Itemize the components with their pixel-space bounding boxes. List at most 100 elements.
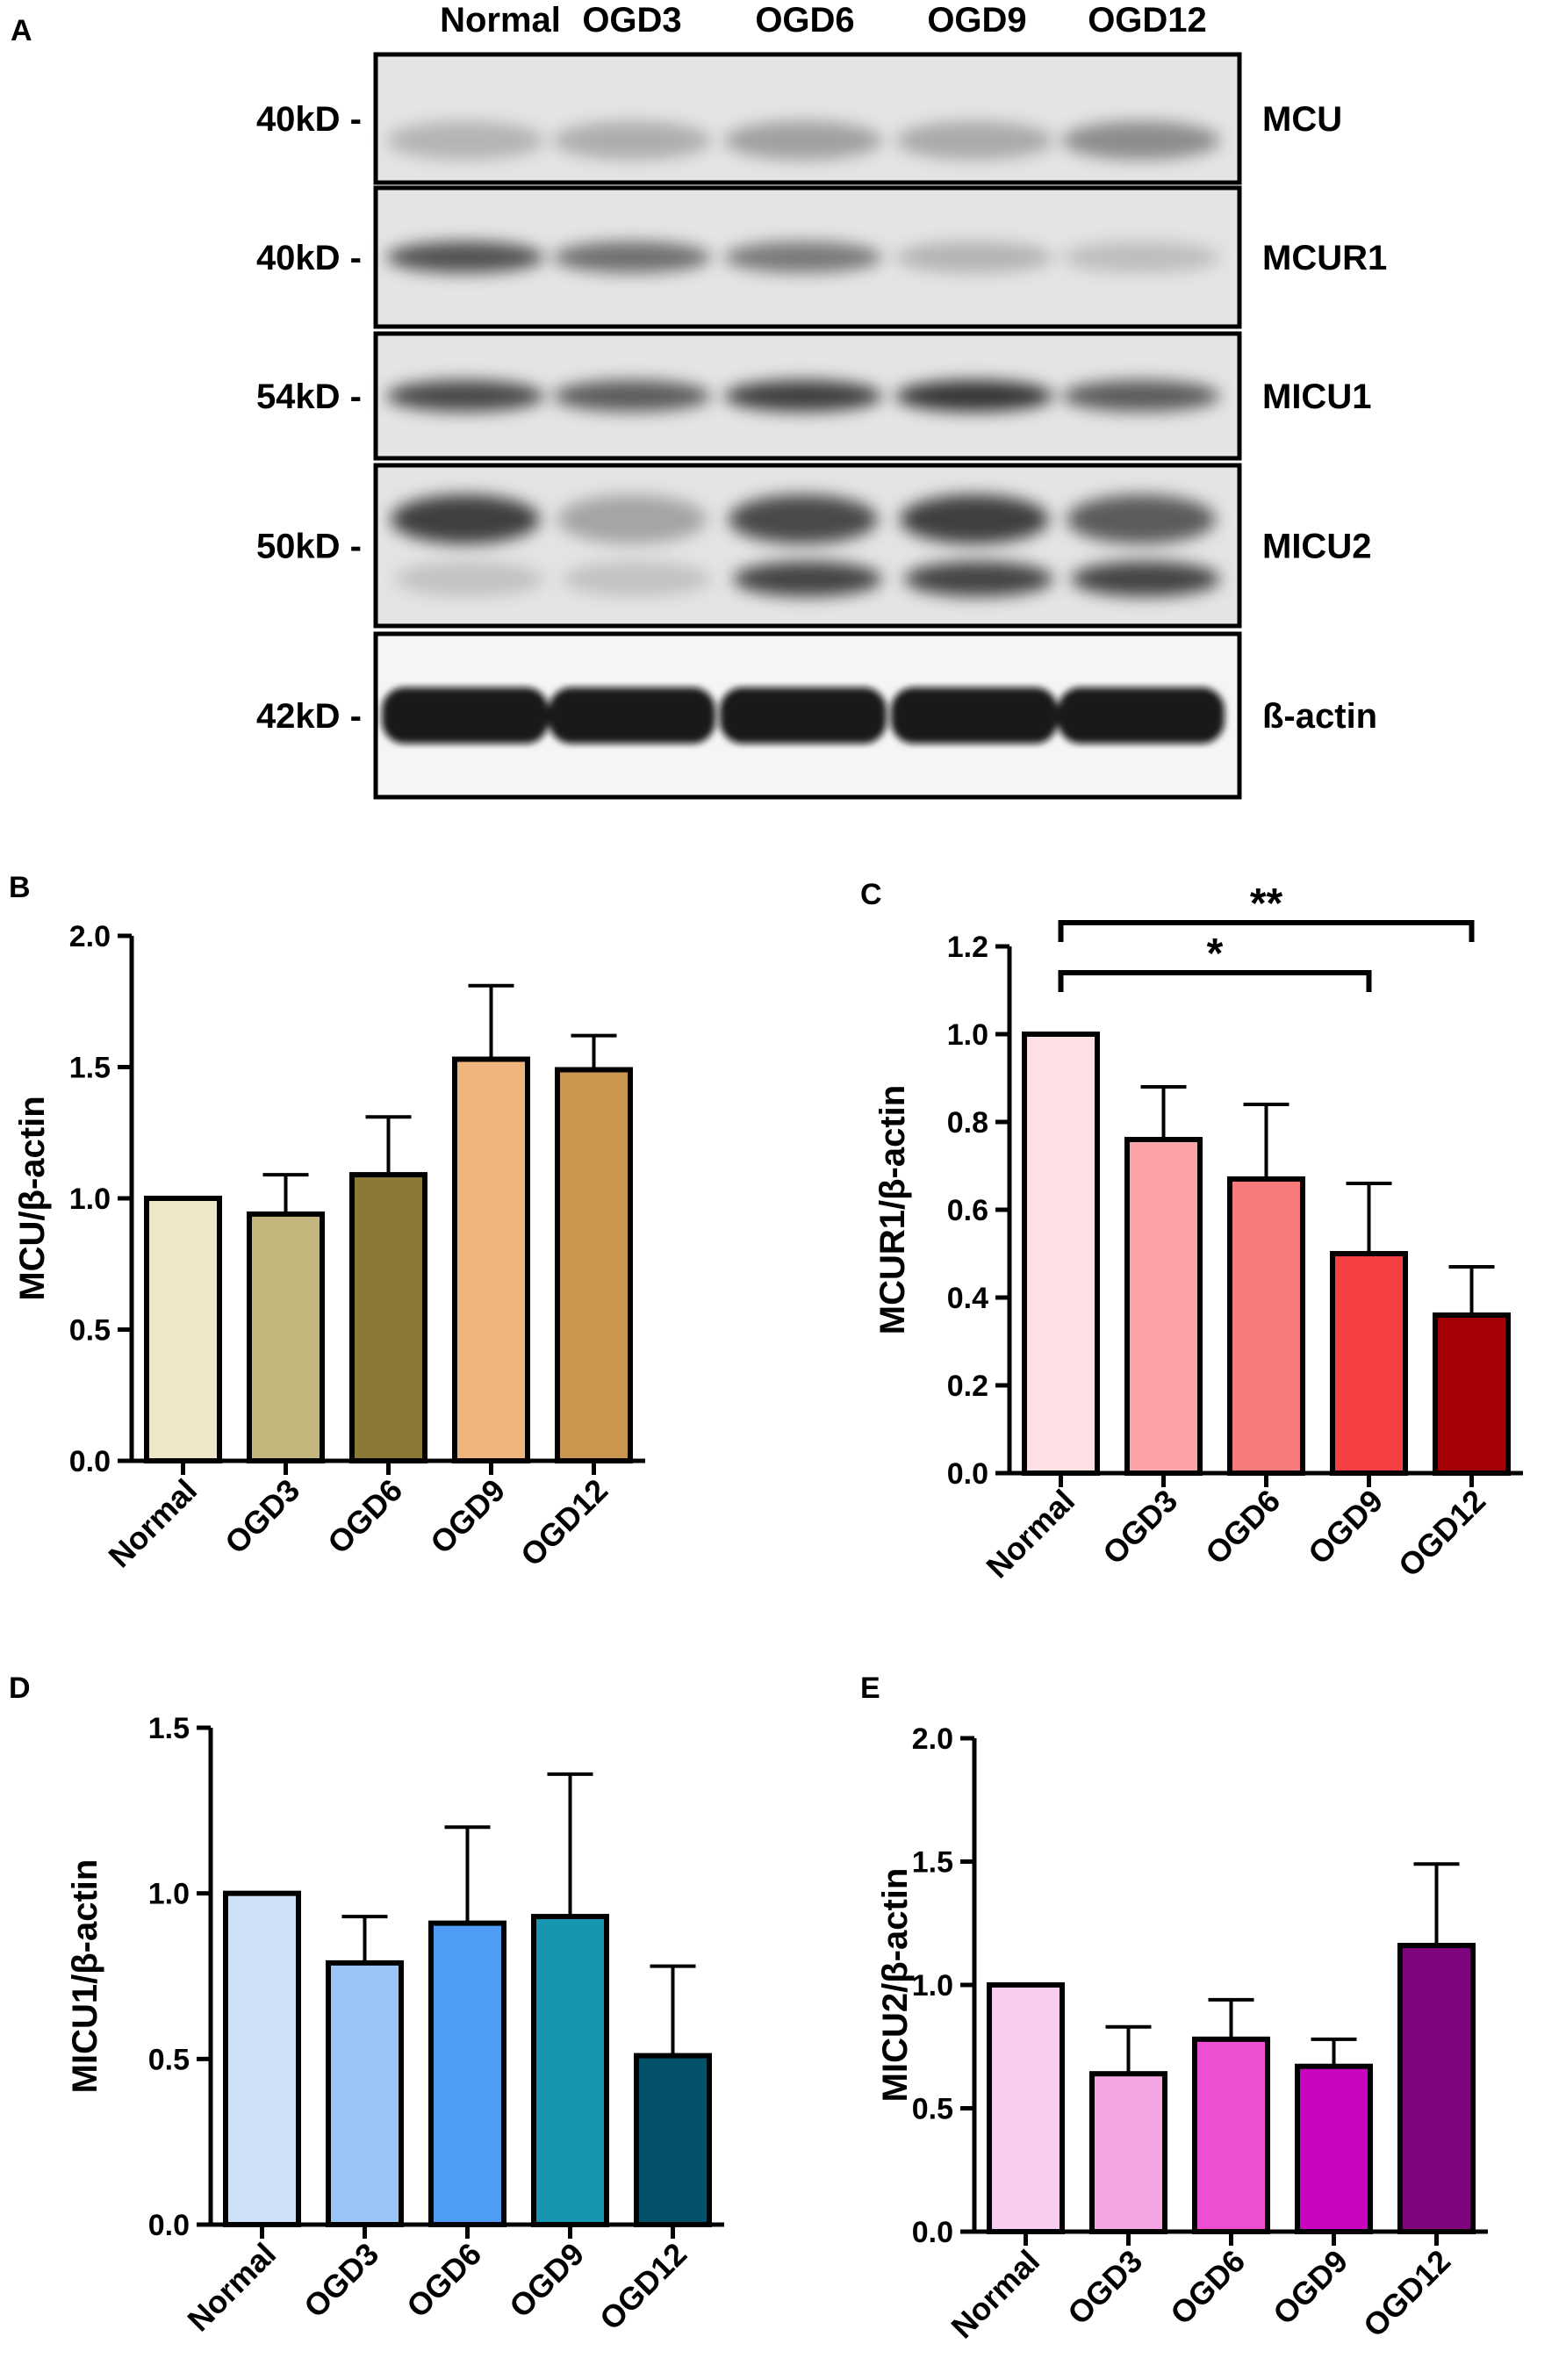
- significance-bracket: [1058, 970, 1372, 992]
- significance-label: **: [1250, 881, 1283, 927]
- x-tick-label: OGD12: [593, 2236, 693, 2337]
- band-group: [386, 121, 1220, 160]
- significance-label: *: [1207, 931, 1224, 977]
- band: [733, 561, 882, 597]
- band: [382, 687, 549, 744]
- band: [386, 121, 544, 160]
- molecular-weight-label: 40kD -: [256, 100, 362, 139]
- y-tick-label: 1.5: [69, 1052, 111, 1085]
- bar: [144, 1196, 222, 1463]
- band: [553, 241, 711, 273]
- blot-membrane: [373, 463, 1242, 629]
- band: [724, 241, 882, 273]
- band: [724, 121, 882, 160]
- band: [395, 561, 544, 597]
- blot-rows: 40kD - MCU 40kD - MCUR1 54kD - MICU1 50kD - MIC…: [256, 52, 1387, 800]
- x-tick-label: OGD3: [297, 2236, 385, 2325]
- band-group: [386, 380, 1220, 412]
- band: [895, 241, 1053, 273]
- band: [900, 494, 1049, 544]
- bar: [1227, 1176, 1305, 1476]
- x-tick-label: OGD6: [320, 1472, 409, 1561]
- bar: [1022, 1032, 1100, 1476]
- bar: [1433, 1312, 1511, 1476]
- x-tick-label: OGD6: [1163, 2243, 1252, 2332]
- lane-label: OGD12: [1088, 1, 1207, 40]
- band: [549, 687, 715, 744]
- protein-label: ß-actin: [1262, 697, 1377, 736]
- band: [729, 494, 878, 544]
- band: [1062, 380, 1220, 412]
- band: [562, 561, 711, 597]
- molecular-weight-label: 54kD -: [256, 377, 362, 416]
- panel-label-c: C: [860, 878, 882, 911]
- y-tick-label: 0.5: [69, 1314, 111, 1348]
- x-tick-label: OGD6: [1198, 1483, 1287, 1571]
- bar: [452, 1056, 530, 1464]
- y-tick-label: 0.8: [947, 1106, 988, 1140]
- band: [1062, 241, 1220, 273]
- x-tick-label: OGD6: [399, 2236, 488, 2325]
- y-tick-label: 0.0: [912, 2216, 953, 2249]
- molecular-weight-label: 42kD -: [256, 697, 362, 736]
- bar: [531, 1914, 609, 2228]
- band: [391, 494, 540, 544]
- panel-e-micu2-chart: E 0.0 0.5 1.0 1.5 2.0 MICU2/β-actin Normal OGD3…: [860, 1672, 1488, 2345]
- significance-bracket: [1058, 920, 1475, 942]
- y-tick-label: 0.4: [947, 1282, 988, 1315]
- bar: [1295, 2063, 1373, 2234]
- x-tick-label: OGD3: [1060, 2243, 1149, 2332]
- x-tick-label: OGD9: [1301, 1483, 1390, 1571]
- panel-label-b: B: [9, 871, 31, 904]
- bar: [1397, 1943, 1476, 2235]
- band: [1058, 687, 1225, 744]
- band-group: [382, 687, 1225, 744]
- western-blot-panel: A Normal OGD3 OGD6 OGD9 OGD12 40kD - MCU40kD …: [11, 1, 1387, 800]
- y-tick-label: 0.0: [69, 1445, 111, 1478]
- x-tick-label: OGD3: [218, 1472, 306, 1561]
- bar: [326, 1959, 404, 2228]
- band: [895, 121, 1053, 160]
- panel-c-mcur1-chart: C 0.0 0.2 0.4 0.6 0.8 1.0 1.2 MCUR1/β-actin Norm…: [860, 878, 1523, 1585]
- lane-label: OGD3: [582, 1, 681, 40]
- y-tick-label: 1.5: [148, 1712, 190, 1745]
- x-tick-label: OGD12: [514, 1472, 614, 1573]
- x-tick-label: OGD9: [502, 2236, 591, 2325]
- x-tick-label: OGD12: [1391, 1483, 1492, 1584]
- y-tick-label: 1.2: [947, 931, 988, 964]
- blot-membrane: [373, 52, 1242, 185]
- blot-row: 40kD - MCU: [256, 52, 1342, 185]
- band: [386, 241, 544, 273]
- y-tick-label: 0.6: [947, 1194, 988, 1227]
- protein-label: MICU1: [1262, 377, 1371, 416]
- y-tick-label: 1.0: [69, 1183, 111, 1216]
- blot-row: 54kD - MICU1: [256, 331, 1371, 461]
- band: [557, 494, 707, 544]
- x-tick-label: Normal: [979, 1483, 1081, 1585]
- x-tick-label: Normal: [180, 2236, 283, 2339]
- protein-label: MCUR1: [1262, 239, 1387, 277]
- lane-label: OGD9: [927, 1, 1026, 40]
- x-tick-label: OGD12: [1356, 2243, 1457, 2344]
- panel-label-e: E: [860, 1672, 880, 1705]
- band: [1062, 121, 1220, 160]
- x-tick-label: OGD3: [1095, 1483, 1184, 1571]
- band: [891, 687, 1058, 744]
- bar: [634, 2053, 712, 2228]
- x-tick-label: OGD9: [423, 1472, 512, 1561]
- band: [386, 380, 544, 412]
- lane-label: OGD6: [755, 1, 854, 40]
- panel-label-a: A: [11, 14, 32, 47]
- blot-row: 50kD - MICU2: [256, 463, 1371, 629]
- y-axis-label: MCU/β-actin: [13, 1096, 52, 1300]
- bar: [1330, 1251, 1408, 1476]
- band: [904, 561, 1053, 597]
- band: [1071, 561, 1220, 597]
- x-tick-label: OGD9: [1266, 2243, 1354, 2332]
- y-tick-label: 0.2: [947, 1370, 988, 1403]
- band: [1067, 494, 1216, 544]
- y-axis-label: MICU1/β-actin: [66, 1859, 104, 2094]
